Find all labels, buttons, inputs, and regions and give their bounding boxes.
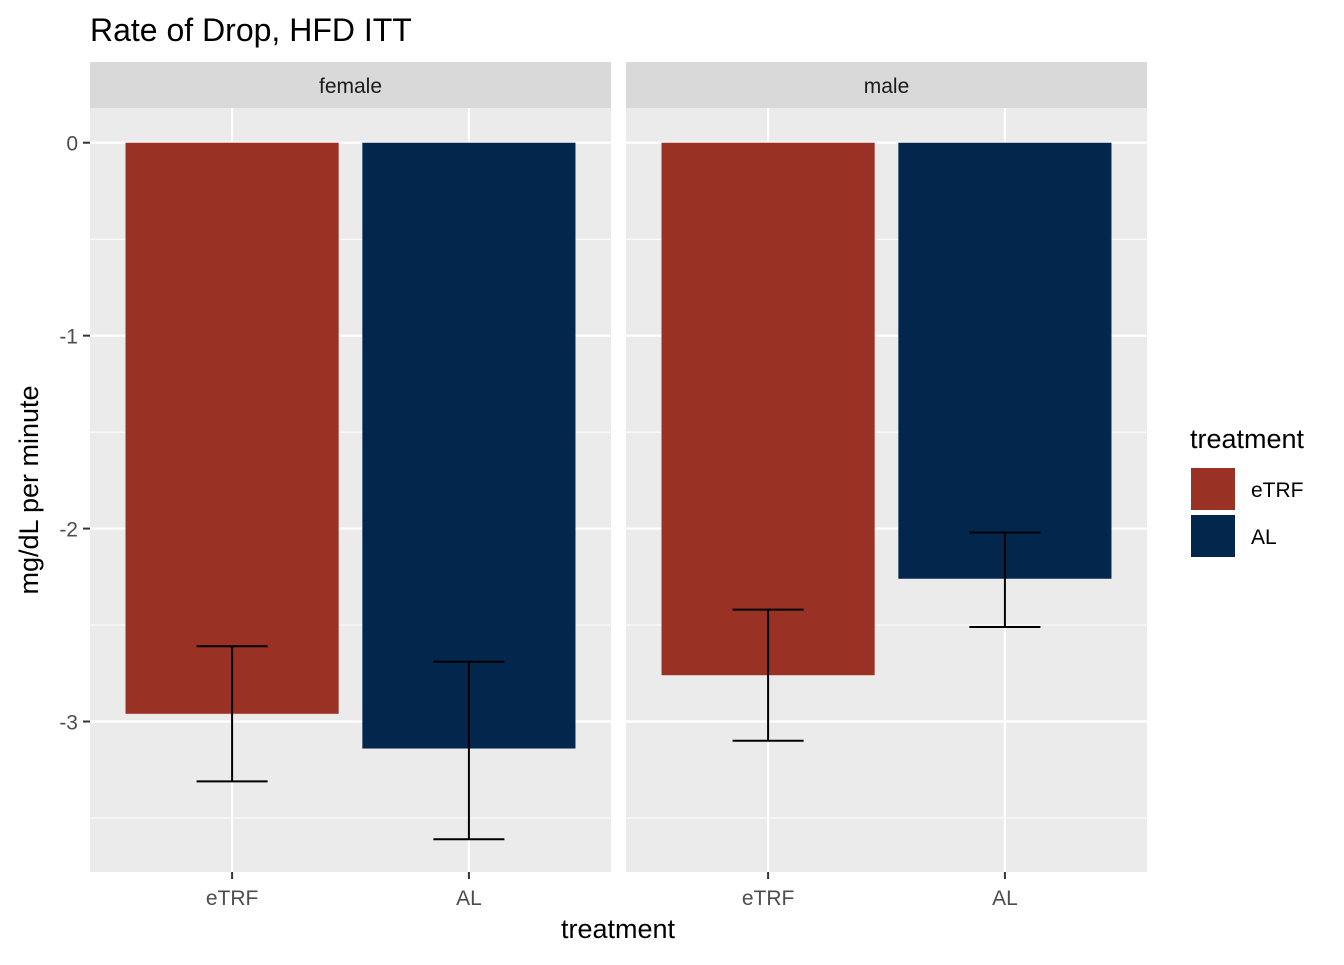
bar-male-AL — [898, 142, 1112, 579]
bar-female-AL — [362, 142, 576, 749]
bar-female-eTRF — [125, 142, 339, 714]
x-tick-label-AL: AL — [456, 887, 482, 910]
legend-label-AL: AL — [1251, 526, 1277, 549]
chart-title: Rate of Drop, HFD ITT — [90, 12, 412, 48]
legend-label-eTRF: eTRF — [1251, 479, 1304, 502]
x-tick-label-eTRF: eTRF — [206, 887, 259, 910]
x-tick-label-eTRF: eTRF — [742, 887, 795, 910]
y-tick-label: 0 — [66, 133, 78, 156]
y-tick-label: -1 — [59, 326, 78, 349]
x-axis-label: treatment — [561, 914, 676, 944]
facet-strip — [626, 62, 1147, 108]
y-tick-label: -3 — [59, 712, 78, 735]
legend-swatch-eTRF — [1191, 468, 1235, 510]
facet-strip-label-female: female — [319, 75, 382, 98]
legend: treatment eTRF AL — [1190, 424, 1305, 557]
y-tick-label: -2 — [59, 519, 78, 542]
bar-male-eTRF — [661, 142, 875, 676]
x-tick-label-AL: AL — [992, 887, 1018, 910]
facet-strip — [90, 62, 611, 108]
facet-panels: female eTRF AL male eTRF AL 0 -1 -2 -3 — [59, 62, 1147, 910]
legend-title: treatment — [1190, 424, 1305, 454]
legend-swatch-AL — [1191, 515, 1235, 557]
facet-strip-label-male: male — [864, 75, 910, 98]
y-axis-label: mg/dL per minute — [14, 385, 44, 594]
